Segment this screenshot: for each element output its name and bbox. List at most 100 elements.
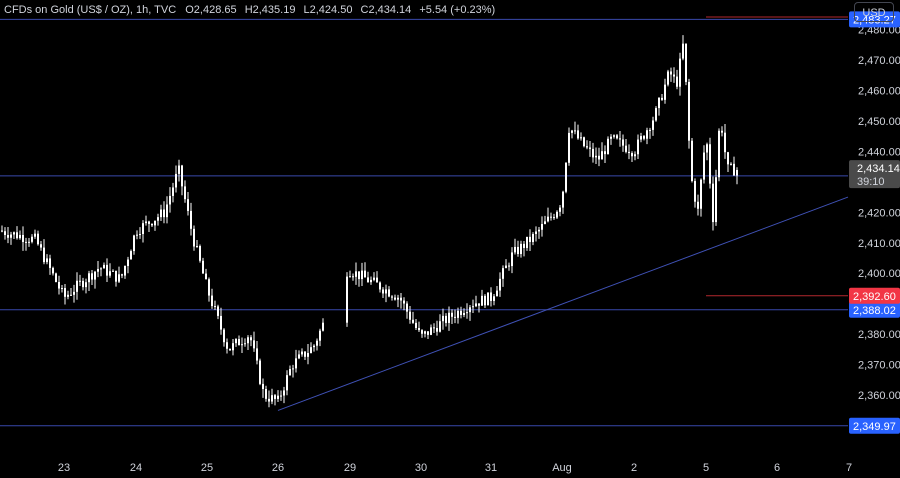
candle-body bbox=[109, 271, 111, 276]
candle-body bbox=[421, 330, 423, 334]
candle-body bbox=[712, 183, 714, 223]
candle-body bbox=[523, 243, 525, 248]
candle-body bbox=[295, 358, 297, 369]
candle-body bbox=[310, 347, 312, 353]
candle-body bbox=[715, 177, 717, 223]
candle-body bbox=[244, 343, 246, 345]
candle-body bbox=[496, 290, 498, 297]
candle-body bbox=[214, 306, 216, 308]
candle-body bbox=[625, 145, 627, 152]
candle-body bbox=[253, 340, 255, 349]
candle-body bbox=[193, 228, 195, 247]
level-price-label-bg bbox=[849, 11, 900, 28]
candle-body bbox=[424, 331, 426, 334]
level-price-label-bg bbox=[849, 301, 900, 318]
x-tick-label: 7 bbox=[846, 462, 852, 474]
candle-body bbox=[157, 217, 159, 221]
candle-body bbox=[274, 395, 276, 399]
candle-body bbox=[208, 279, 210, 296]
x-tick-label: 5 bbox=[703, 462, 709, 474]
candle-body bbox=[112, 270, 114, 272]
candle-body bbox=[736, 169, 738, 176]
candle-body bbox=[457, 310, 459, 318]
candle-body bbox=[202, 260, 204, 274]
candle-body bbox=[229, 348, 231, 351]
candle-body bbox=[670, 71, 672, 75]
candle-body bbox=[67, 294, 69, 297]
candle-body bbox=[601, 151, 603, 160]
candle-body bbox=[349, 276, 351, 278]
candle-body bbox=[55, 273, 57, 282]
candle-body bbox=[703, 152, 705, 180]
candle-body bbox=[73, 291, 75, 295]
candle-body bbox=[466, 312, 468, 314]
candle-body bbox=[271, 395, 273, 402]
open-value: O2,428.65 bbox=[185, 4, 237, 16]
candle-body bbox=[289, 369, 291, 376]
candle-body bbox=[472, 306, 474, 308]
candle-body bbox=[199, 246, 201, 261]
candle-body bbox=[226, 342, 228, 349]
candle-body bbox=[529, 236, 531, 243]
candle-body bbox=[322, 322, 324, 331]
candle-body bbox=[460, 310, 462, 315]
candle-body bbox=[721, 130, 723, 133]
candle-body bbox=[307, 352, 309, 357]
candle-body bbox=[415, 322, 417, 329]
candle-body bbox=[646, 130, 648, 139]
candles-group bbox=[1, 35, 738, 408]
currency-button[interactable]: USD bbox=[854, 2, 894, 22]
candle-body bbox=[184, 186, 186, 200]
candle-body bbox=[439, 321, 441, 332]
candle-body bbox=[694, 181, 696, 202]
candle-body bbox=[61, 288, 63, 290]
candle-body bbox=[46, 258, 48, 263]
candle-body bbox=[430, 327, 432, 335]
candle-body bbox=[538, 229, 540, 232]
candle-body bbox=[550, 216, 552, 218]
candle-body bbox=[634, 154, 636, 157]
candle-body bbox=[196, 246, 198, 248]
candle-body bbox=[4, 231, 6, 235]
candle-body bbox=[130, 251, 132, 260]
candle-body bbox=[238, 339, 240, 346]
x-tick-label: 29 bbox=[344, 462, 356, 474]
horizontal-levels bbox=[0, 16, 848, 427]
candle-body bbox=[667, 71, 669, 85]
candle-body bbox=[22, 234, 24, 242]
candle-body bbox=[487, 292, 489, 306]
candle-body bbox=[127, 259, 129, 267]
candle-body bbox=[517, 246, 519, 255]
candle-body bbox=[1, 230, 3, 232]
candle-body bbox=[718, 130, 720, 178]
candle-body bbox=[154, 220, 156, 226]
candle-body bbox=[16, 232, 18, 239]
candle-body bbox=[436, 327, 438, 332]
candle-body bbox=[256, 348, 258, 361]
candle-body bbox=[34, 233, 36, 237]
candle-body bbox=[607, 138, 609, 155]
candle-body bbox=[223, 329, 225, 343]
candle-body bbox=[532, 234, 534, 243]
candle-body bbox=[232, 343, 234, 351]
candle-body bbox=[241, 344, 243, 346]
candle-body bbox=[511, 252, 513, 267]
candle-body bbox=[364, 270, 366, 278]
candle-body bbox=[19, 234, 21, 239]
candle-body bbox=[373, 277, 375, 280]
candle-body bbox=[595, 155, 597, 158]
candle-body bbox=[724, 132, 726, 153]
x-tick-label: Aug bbox=[552, 462, 572, 474]
candle-body bbox=[520, 243, 522, 255]
candle-body bbox=[280, 395, 282, 397]
candle-body bbox=[382, 289, 384, 294]
candle-body bbox=[610, 136, 612, 139]
candle-body bbox=[628, 151, 630, 154]
candle-body bbox=[613, 135, 615, 137]
candle-body bbox=[454, 316, 456, 318]
candle-body bbox=[91, 273, 93, 280]
candle-body bbox=[448, 312, 450, 323]
candle-body bbox=[589, 147, 591, 149]
candle-body bbox=[52, 267, 54, 274]
